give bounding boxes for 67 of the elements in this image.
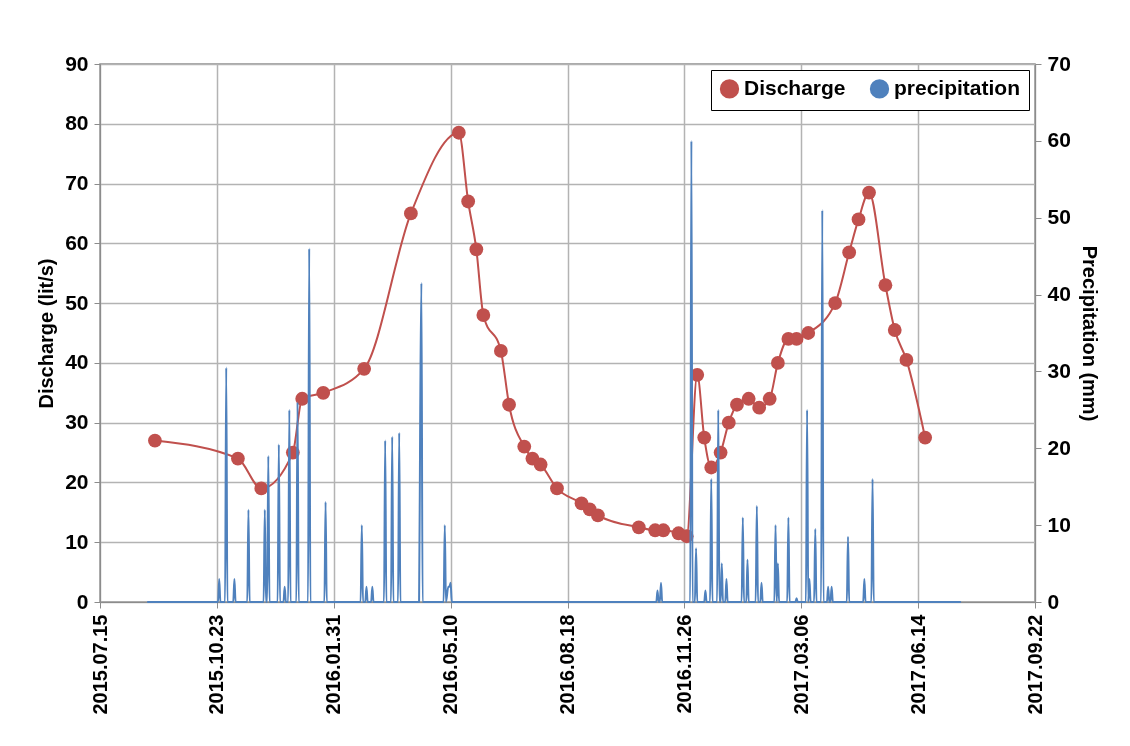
point — [918, 430, 933, 445]
line-series — [146, 139, 962, 603]
y-tick-label: 40 — [65, 350, 89, 374]
x-tick-label: 2016.05.10 — [439, 614, 462, 715]
x-tick-label: 2015.10.23 — [205, 614, 228, 715]
y2-tick-label: 40 — [1047, 282, 1071, 306]
y-axis-title: Discharge (lit/s) — [35, 258, 58, 409]
point — [469, 242, 484, 257]
x-tick-label: 2016.08.18 — [556, 614, 578, 715]
point — [461, 194, 476, 209]
point — [404, 206, 418, 221]
point — [697, 430, 712, 445]
legend-label: precipitation — [894, 75, 1021, 99]
y-tick-label: 90 — [65, 51, 89, 75]
point — [357, 361, 372, 376]
point — [254, 481, 269, 496]
point — [741, 391, 756, 406]
y-tick-label: 60 — [65, 230, 89, 254]
point — [762, 391, 777, 406]
point — [231, 451, 245, 466]
y2-axis-title: Precipitation (mm) — [1078, 245, 1101, 422]
y-tick-label: 80 — [65, 111, 89, 135]
point — [476, 308, 491, 322]
x-tick-label: 2017.06.14 — [906, 613, 929, 715]
point — [704, 460, 719, 475]
point — [730, 397, 744, 412]
point — [899, 353, 914, 367]
point — [502, 397, 516, 412]
point — [550, 481, 564, 496]
y-tick-label: 10 — [65, 529, 89, 553]
point — [533, 457, 548, 472]
x-tick-label: 2015.07.15 — [88, 614, 111, 715]
x-tick-label: 2017.09.22 — [1023, 614, 1046, 715]
point — [887, 323, 902, 337]
point — [451, 125, 466, 140]
x-tick-label: 2016.01.31 — [322, 614, 345, 715]
y-tick-label: 0 — [76, 589, 89, 613]
y2-tick-label: 70 — [1047, 51, 1071, 75]
point — [828, 296, 843, 310]
point — [878, 278, 893, 293]
y-tick-label: 30 — [65, 410, 89, 434]
x-tick-label: 2017.03.06 — [789, 614, 812, 715]
point — [517, 439, 532, 454]
point — [493, 344, 508, 358]
point — [316, 385, 331, 400]
y-tick-label: 70 — [65, 171, 89, 195]
y2-tick-label: 30 — [1047, 358, 1071, 382]
point — [591, 508, 605, 523]
point — [851, 212, 866, 227]
point — [148, 433, 162, 448]
y2-tick-label: 0 — [1047, 589, 1060, 613]
point — [721, 415, 736, 430]
y-tick-label: 50 — [65, 290, 89, 314]
y2-tick-label: 10 — [1047, 512, 1071, 536]
point — [752, 400, 767, 415]
point — [842, 245, 857, 260]
x-tick-label: 2016.11.26 — [672, 614, 695, 714]
y-tick-label: 20 — [65, 469, 89, 493]
y2-tick-label: 50 — [1047, 205, 1071, 229]
y2-tick-label: 20 — [1047, 435, 1071, 459]
point — [862, 185, 876, 200]
point — [631, 520, 646, 535]
legend-label: Discharge — [744, 75, 846, 99]
point — [770, 356, 785, 370]
y2-tick-label: 60 — [1047, 128, 1071, 152]
point — [295, 391, 310, 406]
point — [801, 326, 816, 340]
